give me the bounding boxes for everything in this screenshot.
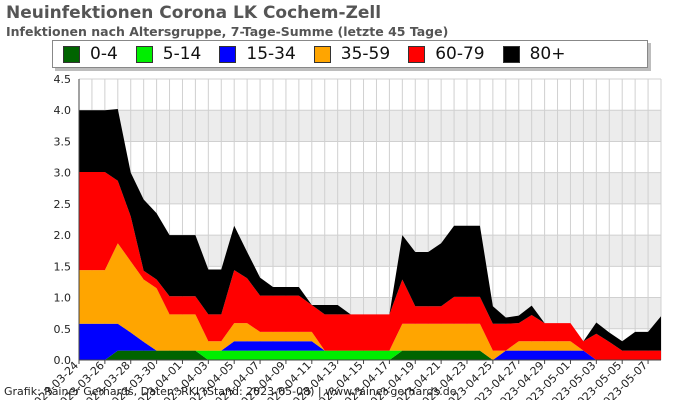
y-tick-labels: 0.0 0.5 1.0 1.5 2.0 2.5 3.0 3.5 4.0 4.5 <box>54 73 72 367</box>
y-tick-label: 0.0 <box>54 354 72 367</box>
grid-band <box>79 110 661 142</box>
legend: 0-4 5-14 15-34 35-59 60-79 80+ <box>52 40 648 68</box>
grid-band <box>79 141 661 173</box>
legend-item: 15-34 <box>219 44 296 64</box>
area-15-34 <box>79 323 661 360</box>
legend-swatch <box>135 45 153 63</box>
y-tick-label: 2.0 <box>54 229 72 242</box>
y-tick-label: 2.5 <box>54 198 72 211</box>
legend-swatch <box>408 45 426 63</box>
area-5-14 <box>79 350 661 360</box>
legend-swatch <box>63 45 80 63</box>
legend-swatch <box>502 45 520 63</box>
legend-swatch <box>313 45 331 63</box>
y-tick-label: 1.0 <box>54 292 72 305</box>
legend-item: 60-79 <box>408 44 485 64</box>
y-tick-label: 4.5 <box>54 73 72 86</box>
legend-item: 35-59 <box>313 44 391 64</box>
legend-label: 5-14 <box>162 44 202 64</box>
legend-item: 0-4 <box>63 44 118 64</box>
legend-item: 5-14 <box>135 44 202 64</box>
grid-band <box>79 203 661 236</box>
legend-label: 15-34 <box>246 44 296 64</box>
area-series <box>79 108 661 360</box>
y-tick-label: 1.5 <box>54 260 72 273</box>
legend-item: 80+ <box>502 44 566 64</box>
area-80+ <box>79 108 661 351</box>
legend-label: 35-59 <box>340 44 391 64</box>
y-tick-label: 4.0 <box>54 104 72 117</box>
grid-band <box>79 172 661 204</box>
legend-label: 60-79 <box>435 44 485 64</box>
chart-title: Neuinfektionen Corona LK Cochem-Zell <box>6 3 382 23</box>
axes <box>78 79 661 364</box>
grid-band <box>79 79 661 111</box>
chart-subtitle: Infektionen nach Altersgruppe, 7-Tage-Su… <box>6 24 449 39</box>
y-tick-label: 3.0 <box>54 167 72 180</box>
legend-swatch <box>219 45 237 63</box>
y-tick-label: 3.5 <box>54 135 72 148</box>
footer-credit: Grafik: Rainer Gerhards, Daten: RKI (Sta… <box>4 385 457 398</box>
y-tick-label: 0.5 <box>54 323 72 336</box>
legend-label: 80+ <box>529 44 566 64</box>
area-0-4 <box>79 350 661 360</box>
legend-label: 0-4 <box>90 44 118 64</box>
area-60-79 <box>79 172 661 360</box>
